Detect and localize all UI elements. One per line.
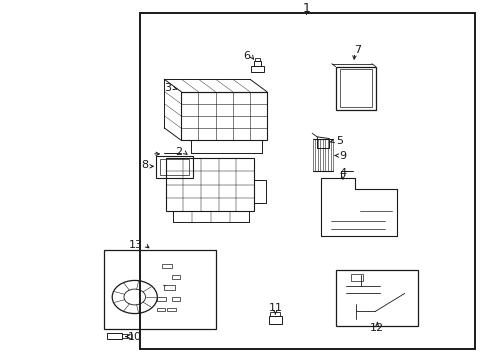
Bar: [172, 275, 180, 279]
Bar: [122, 334, 127, 338]
Bar: [157, 308, 165, 311]
Bar: [104, 250, 216, 329]
Text: 13: 13: [129, 240, 143, 250]
Bar: [340, 69, 372, 107]
Bar: [254, 61, 261, 66]
Bar: [270, 312, 280, 316]
Text: 9: 9: [339, 150, 346, 161]
Text: 4: 4: [340, 168, 346, 178]
Bar: [251, 66, 264, 72]
Text: 2: 2: [175, 147, 182, 157]
Bar: [160, 159, 189, 175]
Bar: [166, 158, 254, 211]
Bar: [336, 67, 376, 110]
Bar: [336, 270, 418, 326]
Bar: [127, 334, 132, 338]
Bar: [269, 316, 282, 324]
Bar: [107, 333, 122, 339]
Bar: [157, 297, 166, 301]
Bar: [167, 308, 176, 311]
Text: 7: 7: [354, 45, 361, 55]
Bar: [162, 264, 172, 268]
Text: 6: 6: [243, 51, 250, 61]
Bar: [140, 13, 475, 349]
Text: 3: 3: [164, 83, 171, 93]
Text: 11: 11: [269, 303, 282, 313]
Bar: [172, 297, 180, 301]
Text: 5: 5: [336, 136, 343, 146]
Text: 10: 10: [128, 332, 142, 342]
Text: 1: 1: [302, 3, 310, 15]
Text: 12: 12: [370, 323, 384, 333]
Bar: [164, 285, 175, 290]
Bar: [156, 156, 193, 178]
Bar: [181, 92, 267, 140]
Bar: [351, 274, 363, 281]
Text: 8: 8: [142, 160, 148, 170]
Bar: [255, 58, 260, 61]
